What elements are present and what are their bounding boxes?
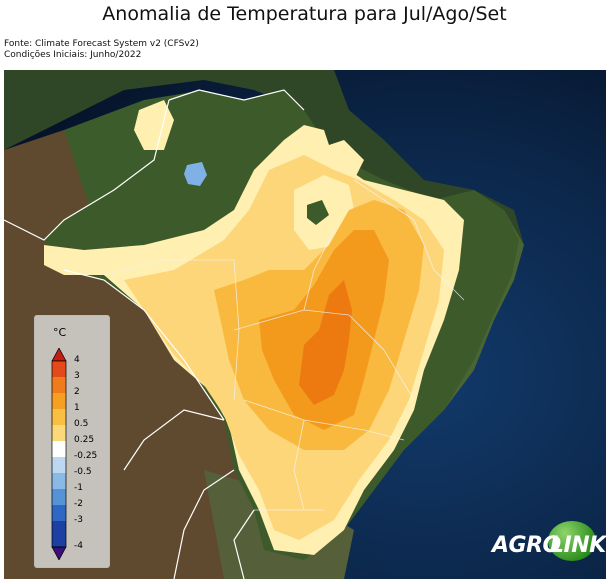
logo-text-agro: AGRO: [492, 533, 561, 558]
legend-panel: °C 4 3 2 1 0.5 0.25 -0.25 -0.5 -1 -2 -3 …: [34, 315, 110, 568]
initial-conditions-line: Condições Iniciais: Junho/2022: [4, 50, 142, 60]
temperature-anomaly-map: [4, 70, 606, 579]
legend-tick: 3: [74, 371, 80, 381]
legend-tick: 2: [74, 387, 80, 397]
colorbar-seg-neg-2: [52, 505, 66, 521]
no-anomaly-spot-para: [307, 200, 329, 225]
source-info: Fonte: Climate Forecast System v2 (CFSv2…: [4, 39, 199, 61]
colorbar-seg-2-3: [52, 377, 66, 393]
legend-tick: -0.25: [74, 451, 98, 461]
legend-tick: 4: [74, 355, 80, 365]
colorbar-top-arrow: [51, 348, 67, 362]
colorbar-seg-neutral: [52, 441, 66, 457]
legend-tick: -2: [74, 499, 83, 509]
legend-tick: 0.5: [74, 419, 89, 429]
colorbar-seg-neg-0-5: [52, 473, 66, 489]
colorbar-seg-neg-0-25: [52, 457, 66, 473]
legend-unit: °C: [53, 326, 67, 339]
colorbar-seg-0-25-0-5: [52, 425, 66, 441]
colorbar-seg-3-4: [52, 361, 66, 377]
land-north: [4, 70, 524, 270]
colorbar-bottom-arrow: [51, 546, 67, 560]
legend-tick: 0.25: [74, 435, 95, 445]
negative-anomaly-spot: [184, 162, 207, 186]
logo-text-link: LINK: [550, 533, 606, 558]
colorbar-seg-neg-1: [52, 489, 66, 505]
legend-tick: -3: [74, 515, 83, 525]
logo-circle: [548, 521, 596, 561]
legend-tick: -1: [74, 483, 83, 493]
colorbar-seg-1-2: [52, 393, 66, 409]
colorbar-seg-neg-3: [52, 521, 66, 547]
anomaly-0-25-north: [134, 100, 174, 150]
legend-tick: 1: [74, 403, 80, 413]
map-title: Anomalia de Temperatura para Jul/Ago/Set: [102, 3, 507, 25]
country-borders: [4, 89, 305, 579]
colorbar-seg-0-5-1: [52, 409, 66, 425]
legend-tick: -4: [74, 541, 83, 551]
source-line: Fonte: Climate Forecast System v2 (CFSv2…: [4, 39, 199, 49]
legend-tick: -0.5: [74, 467, 92, 477]
anomaly-3: [299, 280, 352, 405]
agrolink-logo: AGRO LINK: [492, 521, 606, 561]
legend-colorbar: [51, 348, 67, 560]
state-boundaries: [103, 179, 465, 511]
